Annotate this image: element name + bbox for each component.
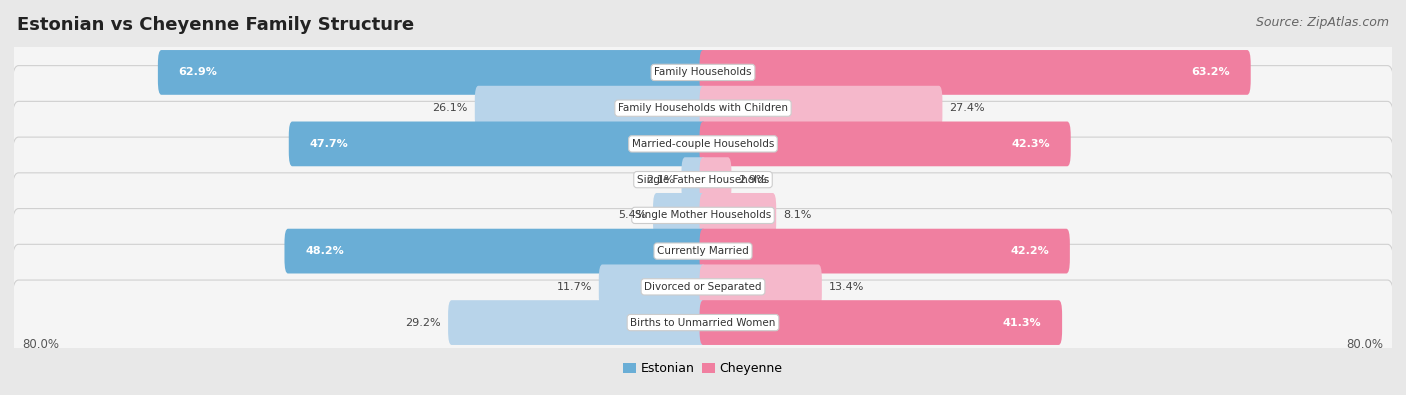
Text: Divorced or Separated: Divorced or Separated bbox=[644, 282, 762, 292]
Text: 63.2%: 63.2% bbox=[1191, 68, 1230, 77]
FancyBboxPatch shape bbox=[700, 122, 1071, 166]
Text: 29.2%: 29.2% bbox=[405, 318, 441, 327]
Text: Currently Married: Currently Married bbox=[657, 246, 749, 256]
Text: 26.1%: 26.1% bbox=[433, 103, 468, 113]
Text: Estonian vs Cheyenne Family Structure: Estonian vs Cheyenne Family Structure bbox=[17, 16, 413, 34]
FancyBboxPatch shape bbox=[700, 265, 823, 309]
Text: Married-couple Households: Married-couple Households bbox=[631, 139, 775, 149]
Text: 42.2%: 42.2% bbox=[1011, 246, 1049, 256]
FancyBboxPatch shape bbox=[700, 50, 1251, 95]
FancyBboxPatch shape bbox=[682, 157, 706, 202]
Text: Family Households: Family Households bbox=[654, 68, 752, 77]
Text: 42.3%: 42.3% bbox=[1011, 139, 1050, 149]
FancyBboxPatch shape bbox=[288, 122, 706, 166]
FancyBboxPatch shape bbox=[599, 265, 706, 309]
FancyBboxPatch shape bbox=[700, 300, 1062, 345]
Text: Single Father Households: Single Father Households bbox=[637, 175, 769, 184]
Text: 62.9%: 62.9% bbox=[179, 68, 218, 77]
Text: 48.2%: 48.2% bbox=[305, 246, 344, 256]
Text: 41.3%: 41.3% bbox=[1002, 318, 1042, 327]
Text: Source: ZipAtlas.com: Source: ZipAtlas.com bbox=[1256, 16, 1389, 29]
FancyBboxPatch shape bbox=[157, 50, 706, 95]
Legend: Estonian, Cheyenne: Estonian, Cheyenne bbox=[619, 357, 787, 380]
Text: 47.7%: 47.7% bbox=[309, 139, 349, 149]
FancyBboxPatch shape bbox=[11, 102, 1395, 186]
Text: 8.1%: 8.1% bbox=[783, 211, 811, 220]
Text: Births to Unmarried Women: Births to Unmarried Women bbox=[630, 318, 776, 327]
Text: Single Mother Households: Single Mother Households bbox=[636, 211, 770, 220]
Text: 27.4%: 27.4% bbox=[949, 103, 986, 113]
Text: 11.7%: 11.7% bbox=[557, 282, 592, 292]
Text: Family Households with Children: Family Households with Children bbox=[619, 103, 787, 113]
FancyBboxPatch shape bbox=[652, 193, 706, 238]
Text: 5.4%: 5.4% bbox=[617, 211, 647, 220]
Text: 13.4%: 13.4% bbox=[828, 282, 865, 292]
FancyBboxPatch shape bbox=[11, 173, 1395, 258]
FancyBboxPatch shape bbox=[700, 157, 731, 202]
FancyBboxPatch shape bbox=[700, 193, 776, 238]
FancyBboxPatch shape bbox=[11, 209, 1395, 293]
FancyBboxPatch shape bbox=[475, 86, 706, 130]
FancyBboxPatch shape bbox=[11, 280, 1395, 365]
Text: 80.0%: 80.0% bbox=[22, 338, 59, 351]
FancyBboxPatch shape bbox=[284, 229, 706, 273]
FancyBboxPatch shape bbox=[700, 229, 1070, 273]
FancyBboxPatch shape bbox=[11, 245, 1395, 329]
FancyBboxPatch shape bbox=[11, 30, 1395, 115]
FancyBboxPatch shape bbox=[11, 66, 1395, 150]
Text: 80.0%: 80.0% bbox=[1347, 338, 1384, 351]
FancyBboxPatch shape bbox=[11, 137, 1395, 222]
FancyBboxPatch shape bbox=[449, 300, 706, 345]
Text: 2.1%: 2.1% bbox=[647, 175, 675, 184]
Text: 2.9%: 2.9% bbox=[738, 175, 766, 184]
FancyBboxPatch shape bbox=[700, 86, 942, 130]
